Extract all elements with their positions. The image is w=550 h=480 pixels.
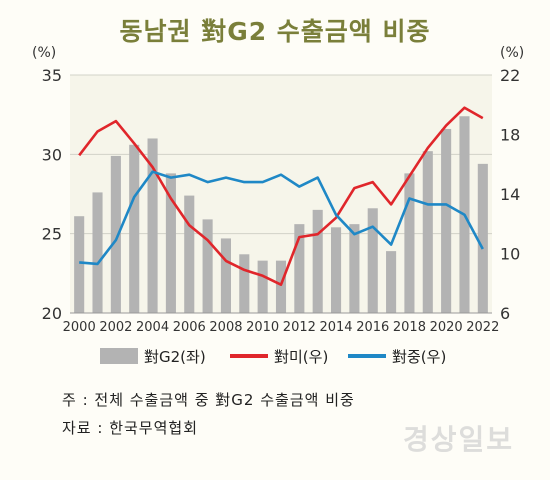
line-us (78, 106, 484, 287)
y-left-unit: (%) (32, 45, 56, 61)
x-tick-label: 2014 (319, 320, 352, 335)
bar-g2 (184, 195, 195, 313)
bar-g2 (110, 155, 121, 313)
x-tick-label: 2020 (430, 320, 463, 335)
x-tick-label: 2004 (136, 320, 169, 335)
bar-g2 (92, 192, 103, 313)
source-note: 자료 : 한국무역협회 (62, 419, 198, 437)
x-tick-label: 2016 (356, 320, 389, 335)
bar-g2 (257, 260, 268, 313)
bar-g2 (275, 260, 287, 313)
legend-us-label: 對미(우) (274, 348, 328, 366)
y-left-tick-label: 25 (42, 225, 62, 244)
x-tick-label: 2022 (466, 320, 499, 335)
y-right-tick-label: 22 (500, 66, 520, 85)
x-tick-label: 2000 (63, 320, 96, 335)
bar-g2 (477, 163, 488, 313)
x-tick-label: 2018 (393, 320, 426, 335)
x-tick-label: 2006 (173, 320, 206, 335)
x-tick-label: 2010 (246, 320, 279, 335)
footnote: 주 : 전체 수출금액 중 對G2 수출금액 비중 (62, 391, 355, 409)
y-right-tick-label: 18 (500, 126, 520, 145)
y-right-tick-label: 14 (500, 185, 520, 204)
x-tick-label: 2008 (209, 320, 242, 335)
y-left-tick-label: 30 (42, 145, 62, 164)
legend-g2-swatch (100, 348, 138, 364)
bar-g2 (74, 216, 85, 313)
bar-g2 (202, 219, 213, 313)
y-left-tick-label: 20 (42, 304, 62, 323)
bar-g2 (129, 144, 140, 313)
bar-g2 (422, 151, 433, 313)
line-china (79, 170, 484, 266)
bar-g2 (349, 224, 360, 313)
bar-g2 (404, 173, 415, 313)
bar-g2 (165, 173, 176, 313)
bar-g2 (294, 224, 305, 313)
bar-g2 (312, 209, 323, 313)
y-right-tick-label: 10 (500, 245, 520, 264)
bar-g2 (147, 138, 158, 313)
bar-g2 (441, 128, 452, 313)
legend-g2-label: 對G2(좌) (144, 348, 206, 366)
chart-title: 동남권 對G2 수출금액 비중 (119, 17, 431, 46)
bar-g2 (386, 251, 397, 313)
y-right-unit: (%) (500, 45, 524, 61)
bar-g2 (367, 208, 378, 313)
legend-china-label: 對중(우) (392, 348, 446, 366)
watermark: 경상일보 (402, 423, 514, 456)
bar-g2 (330, 227, 342, 313)
bar-g2 (220, 238, 232, 313)
y-left-tick-label: 35 (42, 66, 62, 85)
bar-g2 (239, 254, 250, 313)
x-tick-label: 2012 (283, 320, 316, 335)
x-tick-label: 2002 (99, 320, 132, 335)
y-right-tick-label: 6 (500, 304, 510, 323)
